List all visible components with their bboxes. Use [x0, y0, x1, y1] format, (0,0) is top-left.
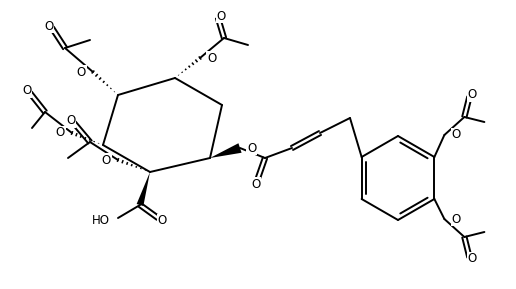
Text: O: O: [77, 66, 86, 79]
Text: O: O: [452, 212, 461, 225]
Text: O: O: [467, 253, 477, 266]
Polygon shape: [137, 172, 150, 206]
Text: O: O: [67, 114, 76, 127]
Text: O: O: [251, 177, 261, 190]
Text: O: O: [247, 142, 256, 155]
Text: O: O: [56, 127, 65, 140]
Text: O: O: [44, 19, 54, 32]
Text: O: O: [22, 84, 31, 97]
Text: O: O: [452, 129, 461, 142]
Text: HO: HO: [92, 214, 110, 227]
Polygon shape: [210, 143, 241, 158]
Text: O: O: [216, 10, 225, 23]
Text: O: O: [467, 88, 477, 101]
Text: O: O: [157, 214, 167, 227]
Text: O: O: [207, 51, 216, 64]
Text: O: O: [102, 153, 111, 166]
